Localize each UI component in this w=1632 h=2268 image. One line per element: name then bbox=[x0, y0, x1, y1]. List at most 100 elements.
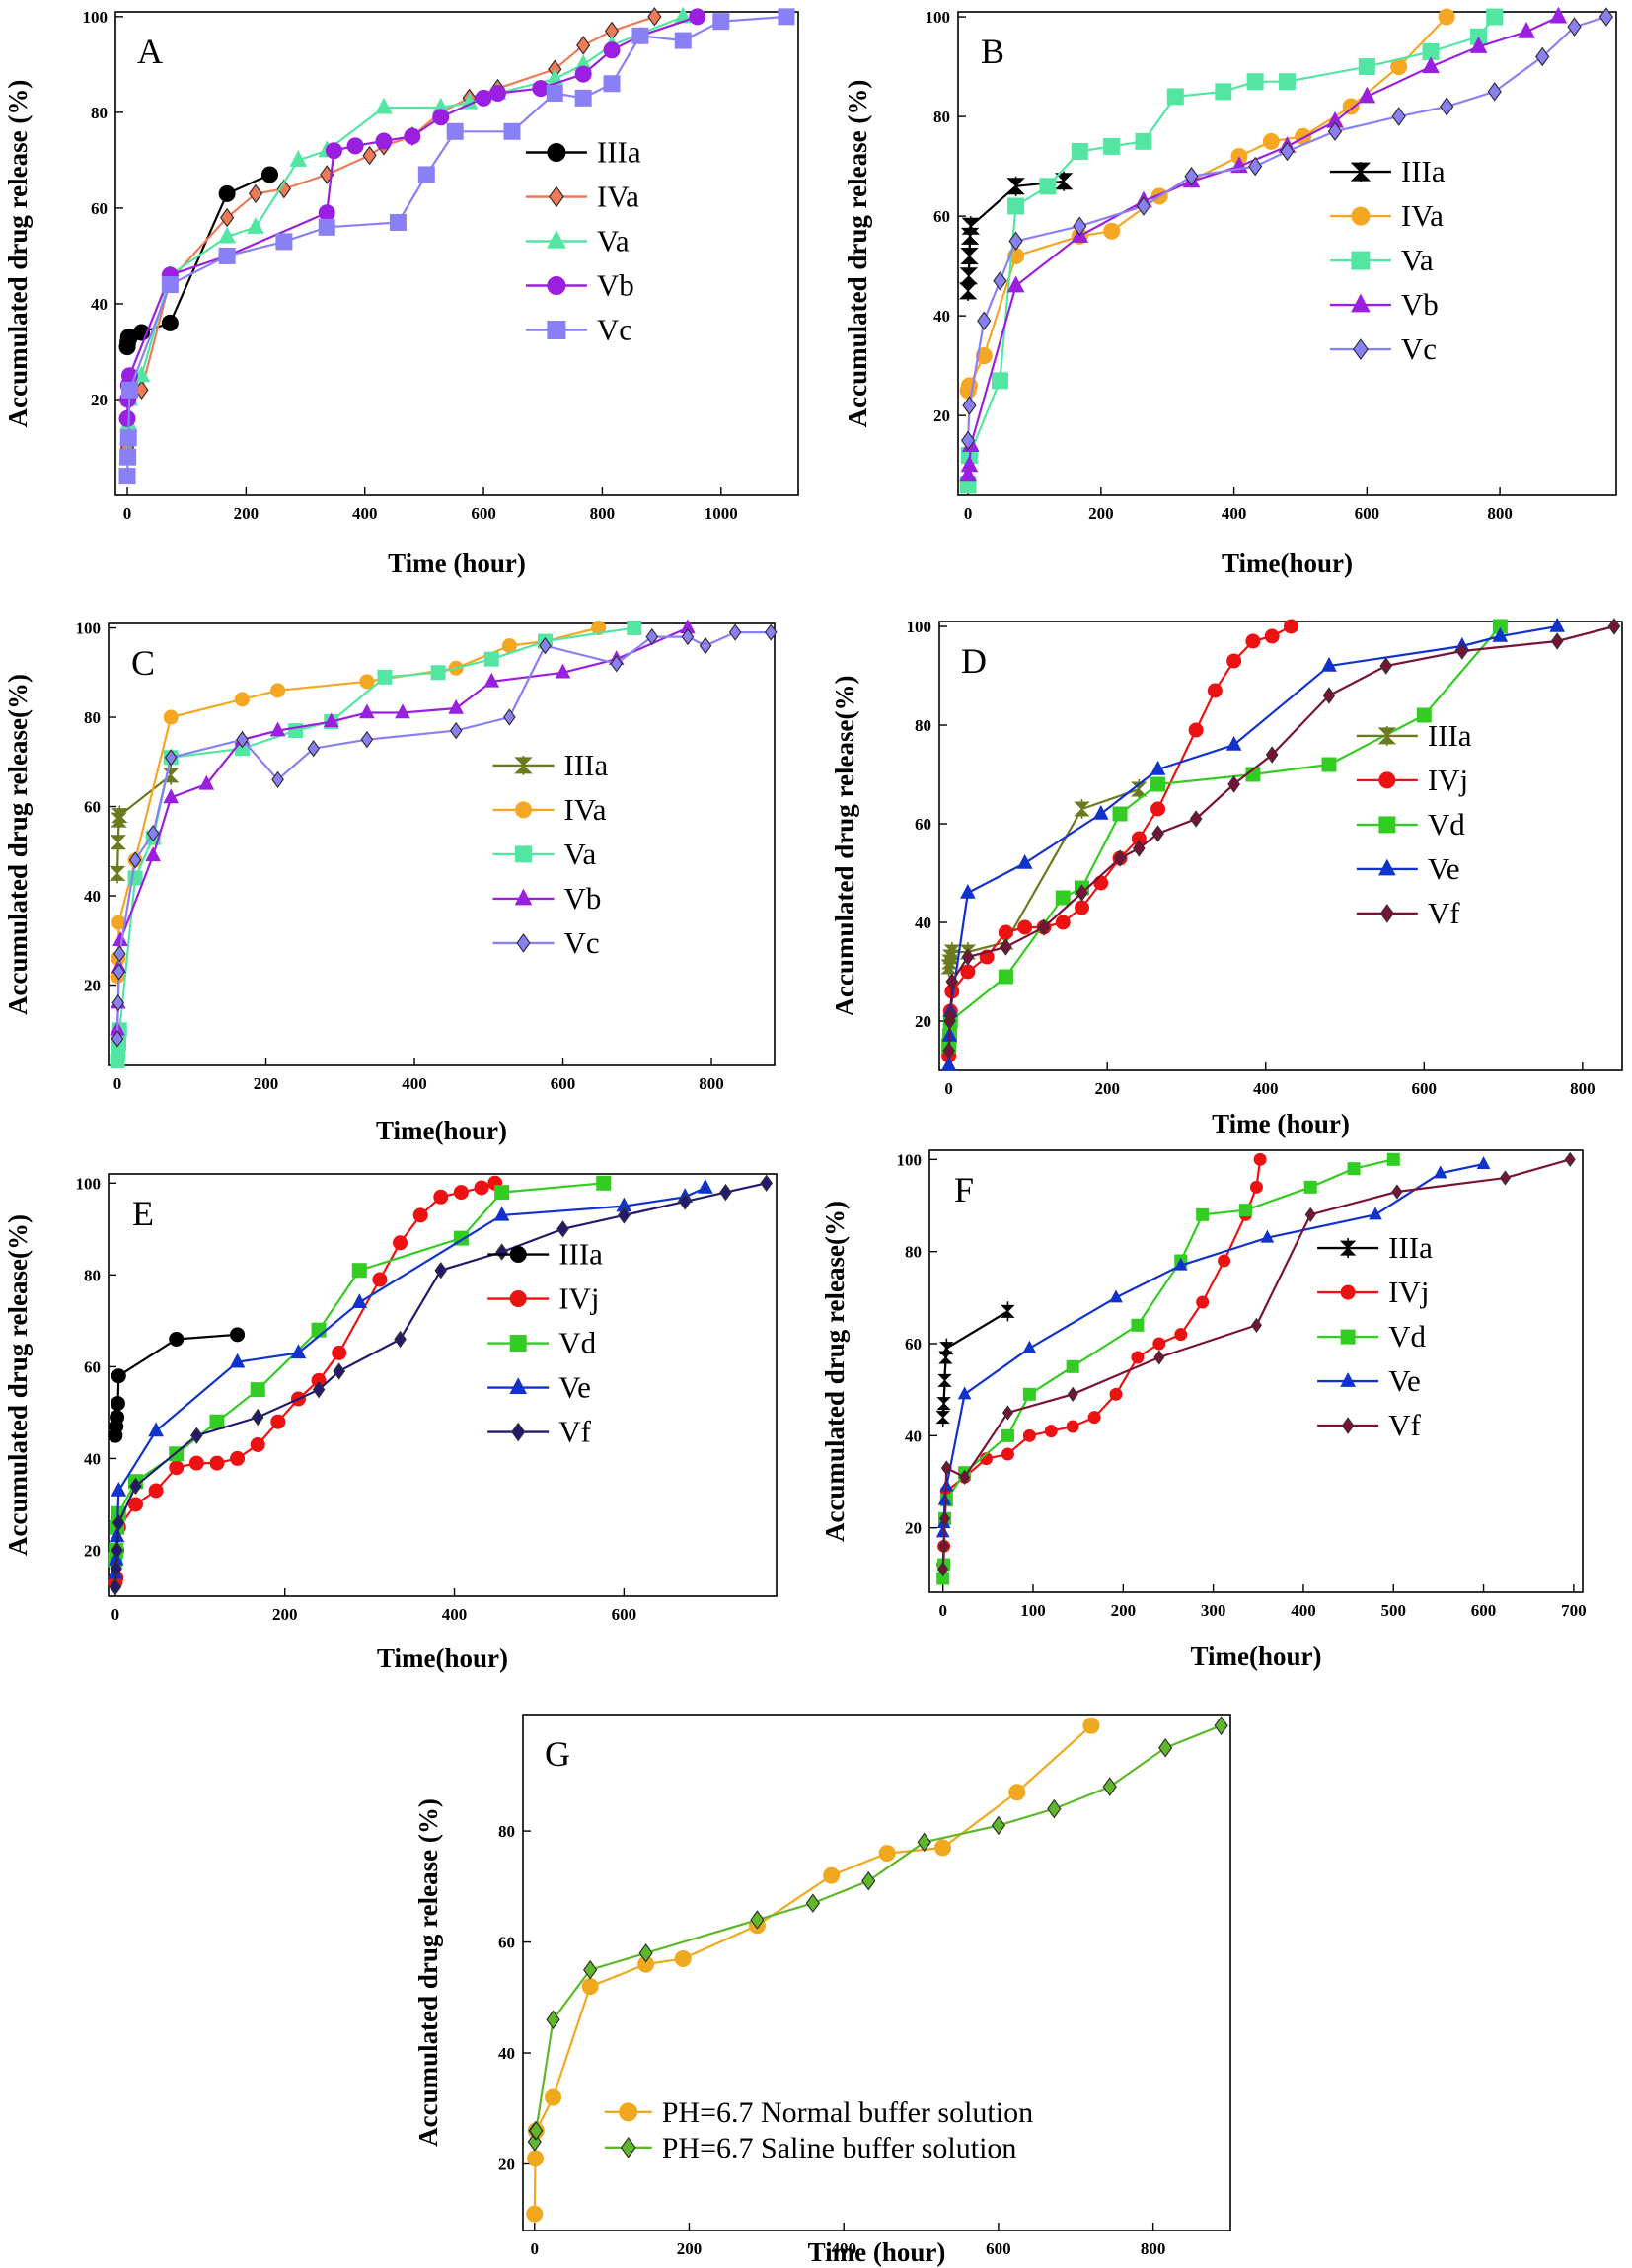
data-point bbox=[1321, 656, 1337, 672]
data-point bbox=[699, 636, 712, 655]
legend-label: IVa bbox=[597, 180, 639, 214]
data-point bbox=[555, 663, 571, 679]
series-line bbox=[967, 16, 1496, 485]
data-point bbox=[209, 1414, 225, 1429]
legend: IIIa IVa Va Vb Vc bbox=[492, 748, 608, 960]
data-point bbox=[945, 973, 959, 990]
legend-marker bbox=[1351, 293, 1371, 313]
series-vd bbox=[936, 1152, 1400, 1585]
data-point bbox=[333, 1362, 346, 1380]
data-point bbox=[1152, 1337, 1166, 1351]
data-point bbox=[119, 448, 137, 466]
data-point bbox=[728, 623, 742, 641]
data-point bbox=[1598, 7, 1614, 27]
data-point bbox=[1253, 1152, 1267, 1166]
legend-label: Vb bbox=[564, 881, 602, 915]
data-point bbox=[556, 1220, 569, 1238]
data-point bbox=[1000, 938, 1012, 956]
data-point bbox=[1151, 825, 1164, 842]
data-point bbox=[218, 226, 236, 244]
data-point bbox=[1066, 1359, 1079, 1373]
legend-label: PH=6.7 Saline buffer solution bbox=[662, 2132, 1017, 2164]
x-tick-label: 400 bbox=[831, 2239, 856, 2258]
data-point bbox=[483, 672, 500, 688]
data-point bbox=[1008, 231, 1023, 252]
data-point bbox=[120, 381, 138, 399]
data-point bbox=[959, 267, 978, 285]
x-tick-label: 600 bbox=[986, 2239, 1011, 2258]
data-point bbox=[1322, 687, 1336, 704]
legend-marker bbox=[1378, 816, 1396, 834]
data-point bbox=[1321, 757, 1337, 772]
data-point bbox=[1499, 1170, 1512, 1186]
data-point bbox=[412, 1207, 428, 1223]
data-point bbox=[1416, 707, 1432, 723]
data-point bbox=[1071, 142, 1088, 160]
data-point bbox=[942, 1042, 955, 1060]
series-vb bbox=[110, 619, 696, 1036]
x-tick-label: 600 bbox=[1471, 1601, 1497, 1620]
data-point bbox=[1342, 98, 1360, 115]
y-axis-label: Accumulated drug release (%) bbox=[413, 1798, 443, 2147]
data-point bbox=[332, 1345, 347, 1360]
data-point bbox=[218, 247, 236, 264]
x-tick-label: 800 bbox=[1141, 2239, 1166, 2258]
data-point bbox=[957, 1386, 972, 1400]
data-point bbox=[1303, 1180, 1317, 1194]
data-point bbox=[1184, 166, 1199, 186]
data-point bbox=[1131, 1318, 1145, 1332]
data-point bbox=[1347, 1162, 1361, 1176]
legend-marker bbox=[619, 2102, 638, 2122]
legend: IIIa IVa Va Vb Vc bbox=[525, 135, 641, 347]
y-tick-label: 60 bbox=[91, 199, 108, 218]
series-line bbox=[947, 625, 1502, 1047]
data-point bbox=[674, 1949, 692, 1967]
legend-label: Vc bbox=[564, 925, 600, 960]
data-point bbox=[110, 835, 126, 850]
legend-marker bbox=[1340, 1284, 1356, 1300]
data-point bbox=[937, 1562, 949, 1577]
data-point bbox=[359, 674, 375, 690]
data-point bbox=[674, 32, 692, 49]
x-axis-label: Time(hour) bbox=[1191, 1642, 1322, 1671]
legend-label: IIIa bbox=[1388, 1230, 1433, 1265]
series-ph-6-7-saline-buffer-solution bbox=[527, 1716, 1228, 2152]
data-point bbox=[111, 1513, 125, 1532]
series-line bbox=[113, 1182, 604, 1560]
y-tick-label: 40 bbox=[915, 914, 931, 932]
data-point bbox=[251, 1408, 264, 1427]
data-point bbox=[188, 1455, 204, 1471]
data-point bbox=[109, 865, 126, 881]
data-point bbox=[474, 1180, 489, 1196]
data-point bbox=[998, 924, 1013, 940]
x-axis-label: Time(hour) bbox=[1222, 549, 1353, 578]
data-point bbox=[962, 396, 977, 415]
data-point bbox=[219, 207, 235, 228]
data-point bbox=[1196, 1295, 1210, 1309]
data-point bbox=[1260, 1229, 1275, 1243]
data-point bbox=[960, 883, 976, 899]
y-tick-label: 20 bbox=[905, 1519, 922, 1538]
y-tick-label: 100 bbox=[83, 8, 109, 27]
data-point bbox=[111, 993, 125, 1012]
data-point bbox=[1074, 801, 1090, 817]
data-point bbox=[260, 166, 278, 183]
data-point bbox=[878, 1845, 896, 1863]
data-point bbox=[110, 1560, 123, 1577]
data-point bbox=[276, 179, 292, 199]
y-axis-label: Accumulated drug release(%) bbox=[3, 1214, 33, 1556]
data-point bbox=[719, 1183, 732, 1202]
series-vc bbox=[118, 8, 795, 485]
legend: IIIa IVj Vd Ve Vf bbox=[1317, 1230, 1433, 1442]
data-point bbox=[1433, 1165, 1447, 1179]
series-iiia bbox=[958, 171, 1074, 301]
data-point bbox=[975, 347, 993, 365]
x-tick-label: 700 bbox=[1561, 1601, 1587, 1620]
y-tick-label: 100 bbox=[907, 618, 932, 636]
data-point bbox=[119, 429, 137, 447]
legend: IIIa IVj Vd Ve Vf bbox=[487, 1237, 603, 1449]
y-tick-label: 60 bbox=[905, 1335, 922, 1353]
legend-marker bbox=[1351, 251, 1371, 270]
y-tick-label: 60 bbox=[498, 1934, 515, 1952]
legend-label: IIIa bbox=[558, 1237, 603, 1272]
